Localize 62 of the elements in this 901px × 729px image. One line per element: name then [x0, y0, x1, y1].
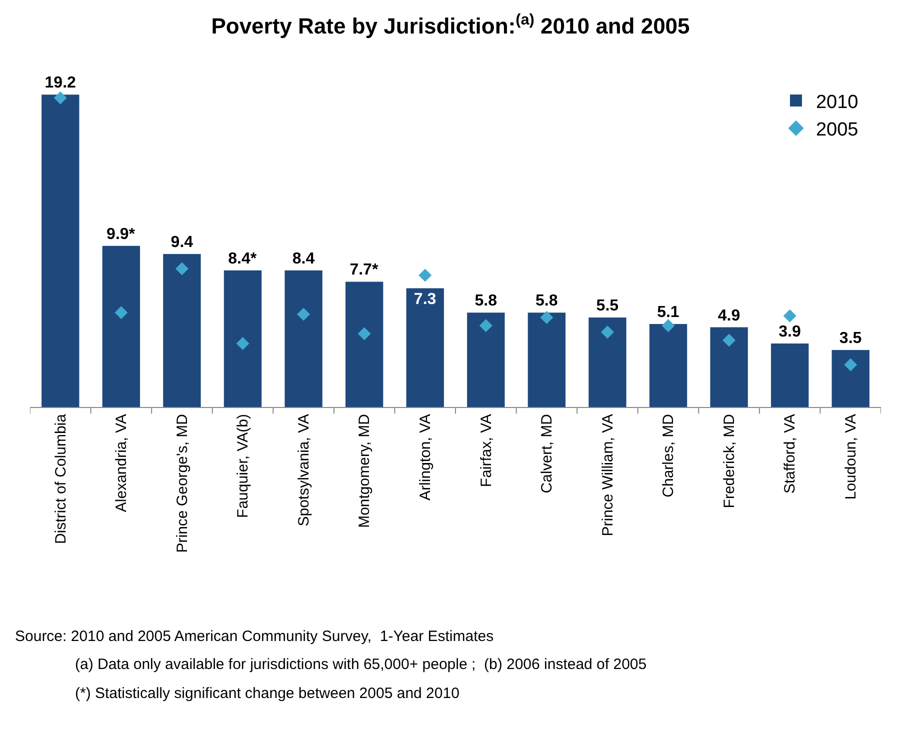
- point: [236, 337, 250, 350]
- x-tick-label: Fauquier, VA(b): [234, 414, 252, 518]
- x-tick-label: Arlington, VA: [416, 414, 434, 500]
- source-note: Source: 2010 and 2005 American Community Survey, 1-Year Estimates: [15, 628, 494, 645]
- x-tick-label: Loudoun, VA: [842, 414, 860, 500]
- data-label: 19.2: [44, 74, 76, 92]
- bar: [649, 324, 688, 407]
- point: [722, 334, 736, 347]
- point: [783, 309, 796, 322]
- x-tick-label: Montgomery, MD: [356, 414, 374, 528]
- x-tick-label: Fairfax, VA: [478, 414, 495, 488]
- point: [297, 308, 310, 321]
- bar: [224, 270, 262, 407]
- point: [600, 326, 614, 339]
- legend-label: 2010: [816, 92, 858, 113]
- point: [418, 268, 432, 282]
- bar: [406, 288, 444, 407]
- data-label: 5.5: [596, 298, 619, 315]
- data-label: 3.5: [839, 330, 862, 348]
- data-label: 5.1: [657, 304, 680, 322]
- x-tick-label: Charles, MD: [660, 414, 678, 498]
- point: [175, 262, 188, 276]
- x-tick-label: Calvert, MD: [538, 414, 556, 494]
- text: (*) Statistically significant change between 2005 and 2010: [75, 685, 460, 702]
- bar: [710, 327, 748, 407]
- point: [479, 319, 492, 332]
- data-label: 8.4: [292, 250, 315, 268]
- bar: [284, 270, 322, 407]
- data-label: 9.4: [170, 234, 194, 252]
- x-tick-label: Alexandria, VA: [113, 414, 130, 512]
- bar: [770, 344, 809, 407]
- data-label: 7.7*: [350, 262, 379, 279]
- x-tick-label: Prince William, VA: [599, 414, 616, 536]
- bar: [467, 312, 505, 407]
- data-label: 4.9: [718, 307, 740, 324]
- point: [114, 306, 128, 320]
- bar: [345, 282, 384, 407]
- chart-title: Poverty Rate by Jurisdiction:$^{(a)}$ 2010 and 2005: [211, 11, 690, 39]
- data-label: 9.9*: [106, 226, 136, 243]
- data-label: 5.8: [536, 292, 558, 310]
- data-label: 3.9: [778, 324, 801, 341]
- point: [540, 311, 554, 324]
- text: (a) Data only available for jurisdictions with 65,000+ people ; (b) 2006 instead of 2005: [75, 656, 647, 673]
- x-tick-label: District of Columbia: [52, 413, 70, 544]
- bar: [588, 318, 626, 407]
- x-tick-label: Frederick, MD: [720, 414, 738, 508]
- data-label: 5.8: [474, 292, 498, 310]
- legend-label: 2005: [816, 120, 858, 141]
- point: [662, 319, 675, 332]
- data-label: 7.3: [414, 291, 436, 308]
- bar: [163, 254, 201, 407]
- bar: [832, 350, 870, 407]
- bar: [528, 312, 566, 407]
- bar: [102, 246, 140, 407]
- x-tick-label: Stafford, VA: [782, 414, 799, 494]
- bar: [42, 94, 80, 407]
- point: [844, 358, 858, 372]
- x-tick-label: Spotsylvania, VA: [295, 414, 312, 526]
- x-tick-label: Prince George's, MD: [174, 414, 191, 553]
- data-label: 8.4*: [228, 250, 258, 268]
- point: [54, 91, 67, 104]
- point: [358, 327, 371, 340]
